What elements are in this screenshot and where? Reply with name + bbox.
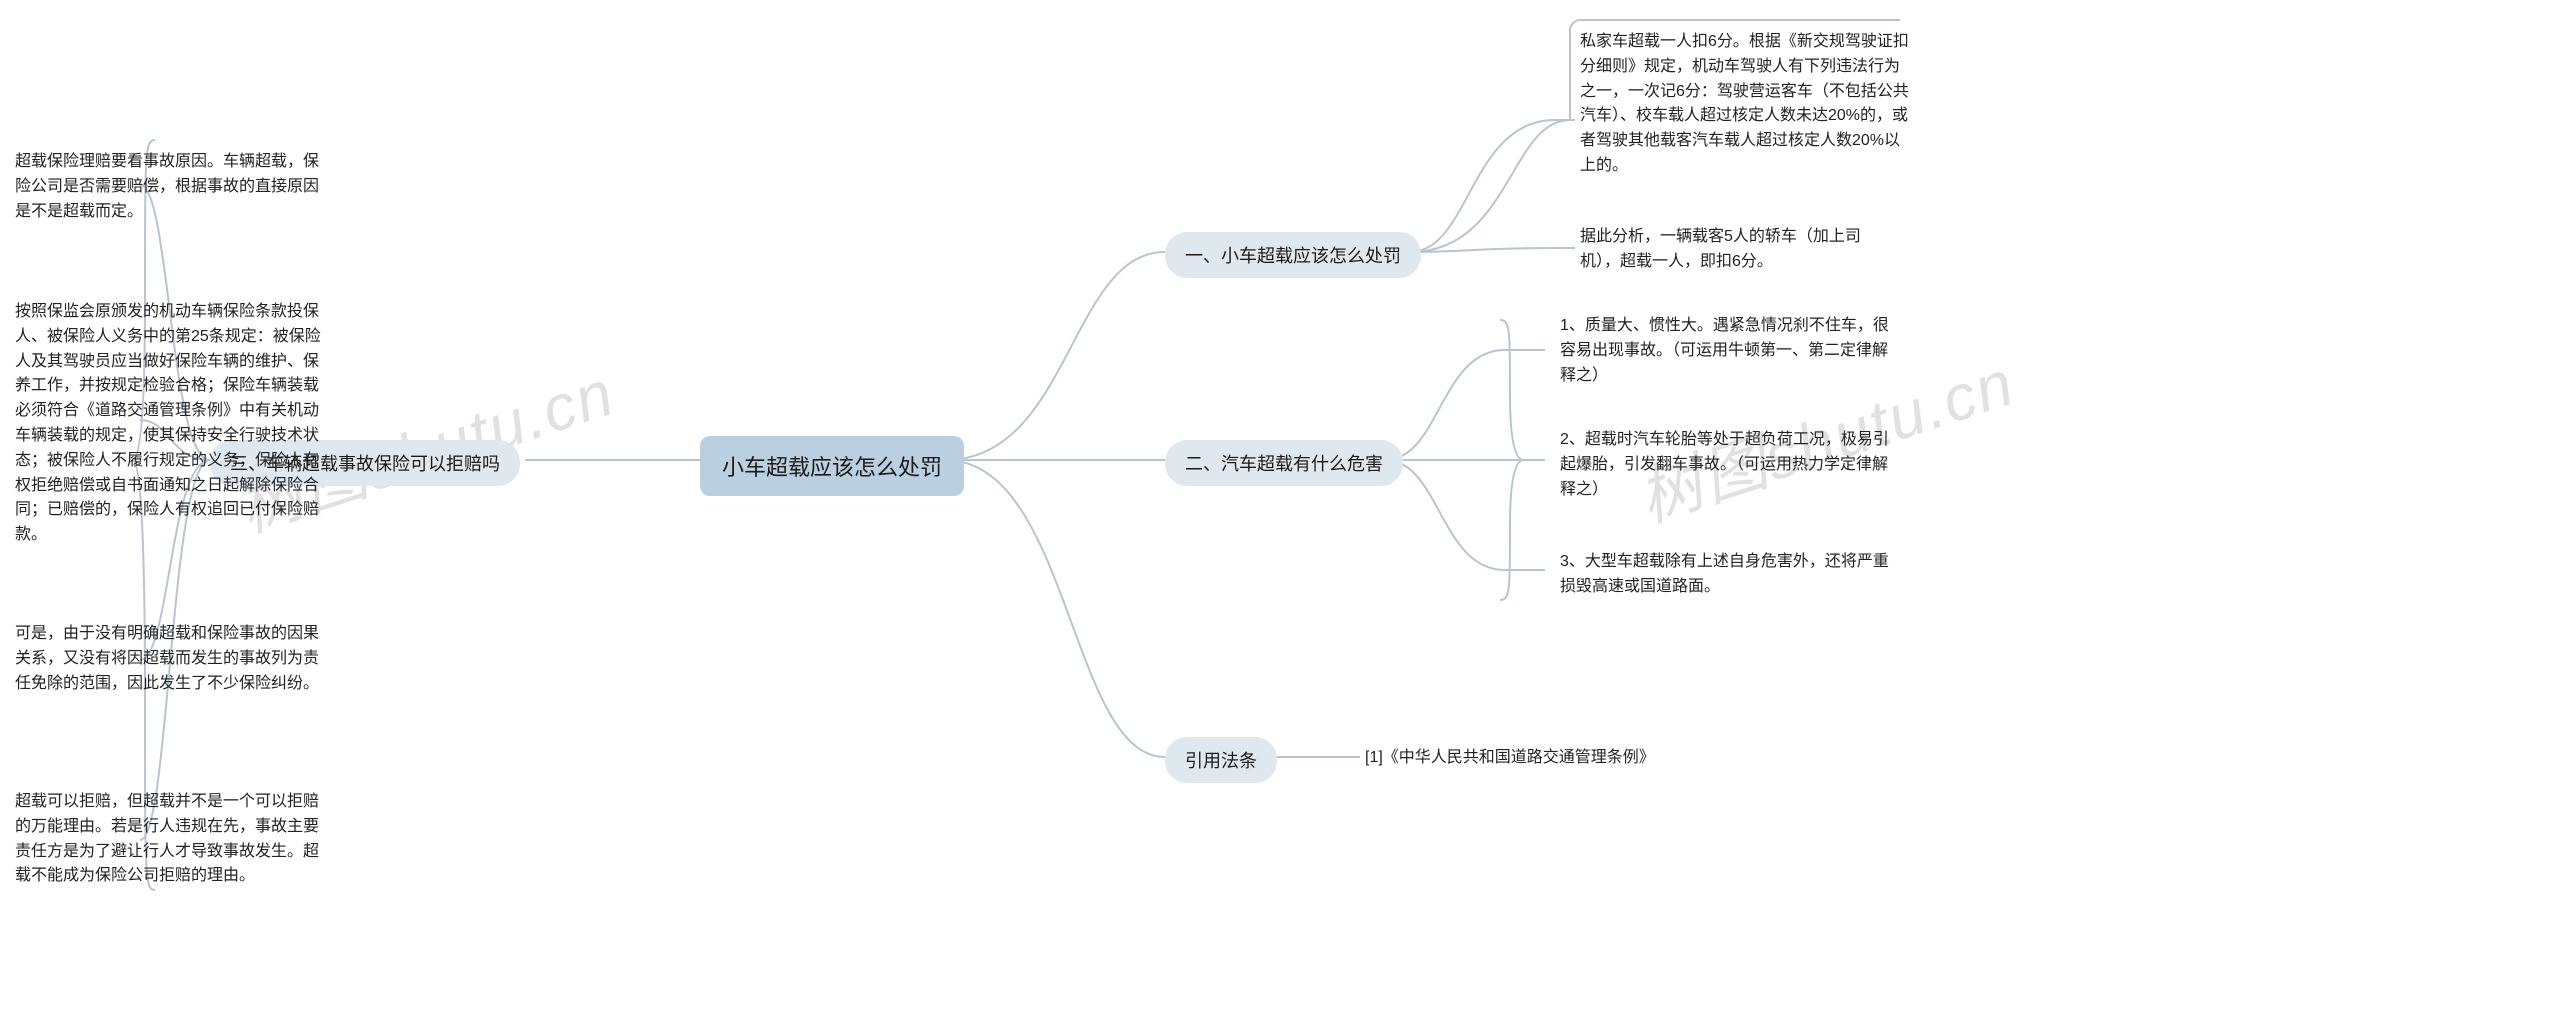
connectors-layer — [0, 0, 2560, 1009]
branch-1[interactable]: 一、小车超载应该怎么处罚 — [1165, 232, 1421, 278]
leaf-3d-final: 超载可以拒赔，但超载并不是一个可以拒赔的万能理由。若是行人违规在先，事故主要责任… — [15, 790, 325, 889]
branch-2[interactable]: 二、汽车超载有什么危害 — [1165, 440, 1403, 486]
leaf-2b: 2、超载时汽车轮胎等处于超负荷工况，极易引起爆胎，引发翻车事故。（可运用热力学定… — [1560, 428, 1900, 502]
leaf-3b-final: 按照保监会原颁发的机动车辆保险条款投保人、被保险人义务中的第25条规定：被保险人… — [15, 300, 325, 548]
leaf-2a: 1、质量大、惯性大。遇紧急情况刹不住车，很容易出现事故。（可运用牛顿第一、第二定… — [1560, 314, 1900, 388]
branch-4[interactable]: 引用法条 — [1165, 737, 1277, 783]
leaf-4a: [1]《中华人民共和国道路交通管理条例》 — [1365, 746, 1655, 771]
root-node[interactable]: 小车超载应该怎么处罚 — [700, 436, 964, 496]
leaf-1a: 私家车超载一人扣6分。根据《新交规驾驶证扣分细则》规定，机动车驾驶人有下列违法行… — [1580, 30, 1910, 179]
leaf-3c-final: 可是，由于没有明确超载和保险事故的因果关系，又没有将因超载而发生的事故列为责任免… — [15, 622, 325, 696]
leaf-3a-final: 超载保险理赔要看事故原因。车辆超载，保险公司是否需要赔偿，根据事故的直接原因是不… — [15, 150, 325, 224]
leaf-2c: 3、大型车超载除有上述自身危害外，还将严重损毁高速或国道路面。 — [1560, 550, 1900, 600]
leaf-1b: 据此分析，一辆载客5人的轿车（加上司机），超载一人，即扣6分。 — [1580, 225, 1900, 275]
